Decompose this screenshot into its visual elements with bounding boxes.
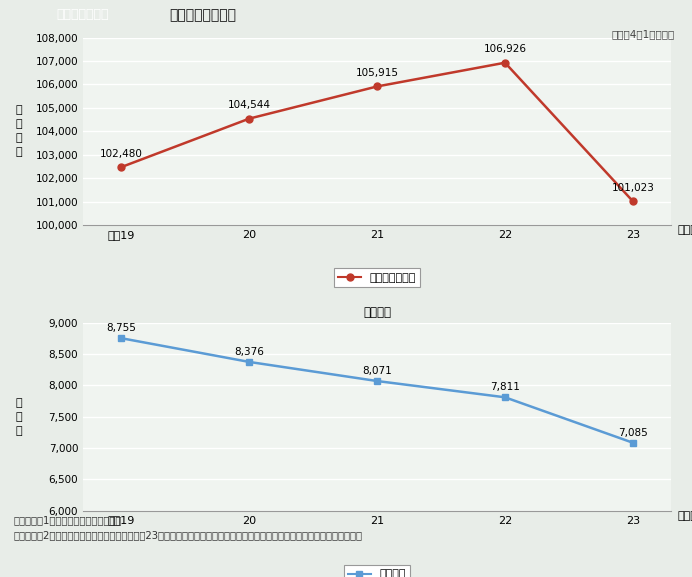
Text: 104,544: 104,544 — [228, 100, 271, 110]
Text: 101,023: 101,023 — [612, 183, 655, 193]
Title: 消防電話: 消防電話 — [363, 306, 391, 319]
Text: 8,755: 8,755 — [107, 323, 136, 333]
Text: （年）: （年） — [677, 511, 692, 520]
Text: 7,811: 7,811 — [490, 383, 520, 392]
Text: 通信施設等の状況: 通信施設等の状況 — [170, 8, 237, 22]
Text: 105,915: 105,915 — [356, 68, 399, 78]
Text: 2　東日本大震災の影響により、平成23年の岩手県、宮城県及び福島県のデータは除いた件数により集計している。: 2 東日本大震災の影響により、平成23年の岩手県、宮城県及び福島県のデータは除い… — [14, 530, 363, 539]
Text: 7,085: 7,085 — [618, 428, 648, 438]
Text: 106,926: 106,926 — [484, 44, 527, 54]
Text: 102,480: 102,480 — [100, 149, 143, 159]
Text: 8,071: 8,071 — [363, 366, 392, 376]
Legend: 消防救急無線局: 消防救急無線局 — [334, 268, 420, 287]
Text: （各年4月1日現在）: （各年4月1日現在） — [612, 29, 675, 39]
Text: 8,376: 8,376 — [235, 347, 264, 357]
Text: 無
線
局
数: 無 線 局 数 — [15, 106, 21, 158]
Text: （備考）　1　「消防年報」により作成: （備考） 1 「消防年報」により作成 — [14, 515, 122, 524]
Text: 第２－１－５図: 第２－１－５図 — [57, 8, 109, 21]
Legend: 消防電話: 消防電話 — [344, 565, 410, 577]
Text: （年）: （年） — [677, 225, 692, 235]
Text: 回
線
数: 回 線 数 — [15, 398, 21, 436]
